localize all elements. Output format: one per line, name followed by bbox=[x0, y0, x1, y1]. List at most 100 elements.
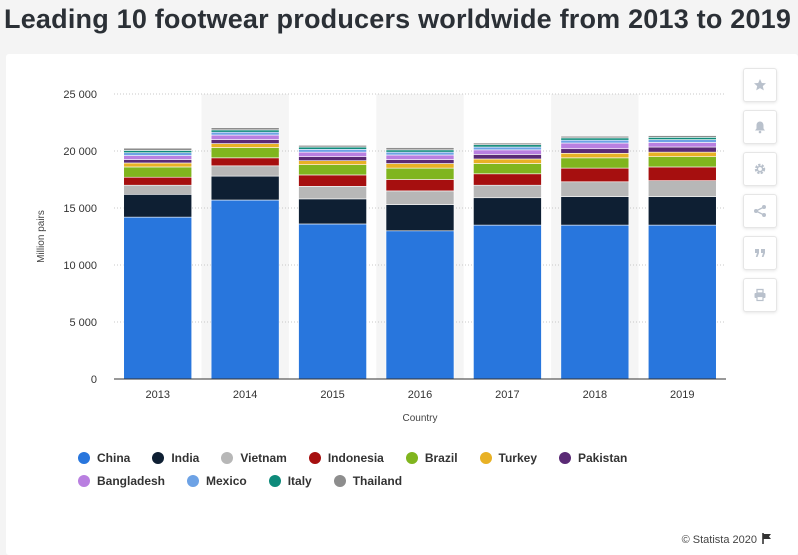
bar-segment-bangladesh[interactable] bbox=[210, 134, 280, 140]
bar-segment-brazil[interactable] bbox=[560, 157, 630, 169]
bar-segment-china[interactable] bbox=[123, 216, 193, 380]
bar-segment-bangladesh[interactable] bbox=[560, 142, 630, 150]
bar-segment-thailand[interactable] bbox=[385, 147, 455, 151]
bar-segment-china[interactable] bbox=[298, 223, 367, 380]
bar-segment-italy[interactable] bbox=[647, 137, 717, 140]
legend-item-china[interactable]: China bbox=[78, 450, 130, 466]
bar-segment-turkey[interactable] bbox=[123, 162, 193, 168]
share-button[interactable] bbox=[743, 194, 777, 228]
bar-segment-bangladesh[interactable] bbox=[385, 154, 455, 160]
bar-segment-brazil[interactable] bbox=[210, 147, 280, 159]
bar-segment-thailand[interactable] bbox=[210, 127, 280, 131]
bar-segment-china[interactable] bbox=[647, 224, 717, 380]
bar-segment-brazil[interactable] bbox=[385, 167, 455, 180]
bar-segment-mexico[interactable] bbox=[385, 151, 455, 156]
bar-segment-pakistan[interactable] bbox=[385, 159, 455, 164]
bar-segment-china[interactable] bbox=[385, 230, 455, 380]
bar-segment-vietnam[interactable] bbox=[647, 180, 717, 197]
bar-segment-italy[interactable] bbox=[210, 129, 280, 133]
legend-label: Pakistan bbox=[578, 451, 628, 465]
bar-segment-turkey[interactable] bbox=[298, 160, 367, 165]
bar-segment-pakistan[interactable] bbox=[210, 139, 280, 144]
legend-item-vietnam[interactable]: Vietnam bbox=[221, 450, 287, 466]
bar-segment-pakistan[interactable] bbox=[647, 146, 717, 153]
bar-segment-indonesia[interactable] bbox=[210, 157, 280, 167]
legend-item-pakistan[interactable]: Pakistan bbox=[559, 450, 627, 466]
bar-segment-thailand[interactable] bbox=[473, 142, 542, 146]
bar-segment-bangladesh[interactable] bbox=[647, 142, 717, 148]
bar-segment-italy[interactable] bbox=[123, 150, 193, 154]
bar-segment-indonesia[interactable] bbox=[647, 166, 717, 181]
bar-segment-turkey[interactable] bbox=[385, 163, 455, 169]
settings-button[interactable] bbox=[743, 152, 777, 186]
bar-segment-thailand[interactable] bbox=[560, 135, 630, 139]
bar-segment-pakistan[interactable] bbox=[473, 154, 542, 160]
flag-icon[interactable] bbox=[762, 533, 772, 547]
bar-segment-mexico[interactable] bbox=[560, 139, 630, 144]
legend-item-brazil[interactable]: Brazil bbox=[405, 450, 458, 466]
bar-segment-vietnam[interactable] bbox=[210, 165, 280, 177]
bar-segment-vietnam[interactable] bbox=[298, 186, 367, 200]
bar-segment-turkey[interactable] bbox=[210, 143, 280, 148]
bar-segment-india[interactable] bbox=[473, 197, 542, 226]
bar-segment-china[interactable] bbox=[560, 224, 630, 380]
bar-segment-india[interactable] bbox=[210, 175, 280, 201]
bar-segment-india[interactable] bbox=[298, 198, 367, 225]
bar-segment-china[interactable] bbox=[210, 199, 280, 380]
bar-segment-thailand[interactable] bbox=[647, 135, 717, 138]
bar-segment-turkey[interactable] bbox=[560, 152, 630, 159]
legend-item-mexico[interactable]: Mexico bbox=[187, 473, 247, 489]
statista-credit-link[interactable]: © Statista 2020 bbox=[681, 534, 757, 546]
bar-segment-turkey[interactable] bbox=[473, 158, 542, 164]
legend-item-italy[interactable]: Italy bbox=[268, 473, 312, 489]
bar-segment-brazil[interactable] bbox=[123, 166, 193, 178]
bar-segment-brazil[interactable] bbox=[473, 163, 542, 175]
legend-label: India bbox=[171, 451, 200, 465]
legend-item-turkey[interactable]: Turkey bbox=[479, 450, 537, 466]
notification-button[interactable] bbox=[743, 110, 777, 144]
bar-segment-italy[interactable] bbox=[298, 146, 367, 150]
bar-segment-mexico[interactable] bbox=[298, 148, 367, 153]
bar-segment-italy[interactable] bbox=[473, 144, 542, 148]
bar-segment-brazil[interactable] bbox=[647, 156, 717, 168]
bar-segment-vietnam[interactable] bbox=[473, 184, 542, 199]
bar-segment-turkey[interactable] bbox=[647, 151, 717, 157]
bar-segment-mexico[interactable] bbox=[123, 152, 193, 156]
bar-segment-indonesia[interactable] bbox=[473, 173, 542, 186]
bar-segment-bangladesh[interactable] bbox=[123, 155, 193, 160]
bar-segment-brazil[interactable] bbox=[298, 164, 367, 176]
bar-segment-india[interactable] bbox=[647, 196, 717, 226]
bar-segment-pakistan[interactable] bbox=[560, 148, 630, 154]
bar-segment-pakistan[interactable] bbox=[123, 159, 193, 164]
legend-item-indonesia[interactable]: Indonesia bbox=[308, 450, 384, 466]
cite-button[interactable] bbox=[743, 236, 777, 270]
bar-segment-india[interactable] bbox=[385, 204, 455, 232]
bar-segment-bangladesh[interactable] bbox=[473, 149, 542, 155]
bar-segment-indonesia[interactable] bbox=[560, 167, 630, 183]
bar-segment-italy[interactable] bbox=[560, 137, 630, 141]
legend-item-bangladesh[interactable]: Bangladesh bbox=[78, 473, 165, 489]
bar-segment-italy[interactable] bbox=[385, 149, 455, 153]
bar-segment-thailand[interactable] bbox=[123, 147, 193, 151]
print-button[interactable] bbox=[743, 278, 777, 312]
bar-segment-india[interactable] bbox=[560, 196, 630, 226]
bar-segment-indonesia[interactable] bbox=[298, 174, 367, 187]
bar-segment-vietnam[interactable] bbox=[123, 184, 193, 195]
bar-segment-pakistan[interactable] bbox=[298, 156, 367, 161]
bar-segment-vietnam[interactable] bbox=[560, 181, 630, 197]
bar-segment-vietnam[interactable] bbox=[385, 190, 455, 205]
bar-segment-bangladesh[interactable] bbox=[298, 151, 367, 157]
legend-swatch bbox=[268, 475, 281, 487]
gear-icon bbox=[754, 163, 766, 175]
bar-segment-india[interactable] bbox=[123, 194, 193, 218]
legend-item-thailand[interactable]: Thailand bbox=[333, 473, 402, 489]
bar-segment-mexico[interactable] bbox=[473, 146, 542, 151]
bar-segment-mexico[interactable] bbox=[210, 131, 280, 136]
favorite-button[interactable] bbox=[743, 68, 777, 102]
bar-segment-thailand[interactable] bbox=[298, 145, 367, 148]
bar-segment-china[interactable] bbox=[473, 224, 542, 380]
legend-item-india[interactable]: India bbox=[152, 450, 199, 466]
bar-segment-indonesia[interactable] bbox=[123, 176, 193, 186]
bar-segment-mexico[interactable] bbox=[647, 139, 717, 143]
bar-segment-indonesia[interactable] bbox=[385, 179, 455, 192]
